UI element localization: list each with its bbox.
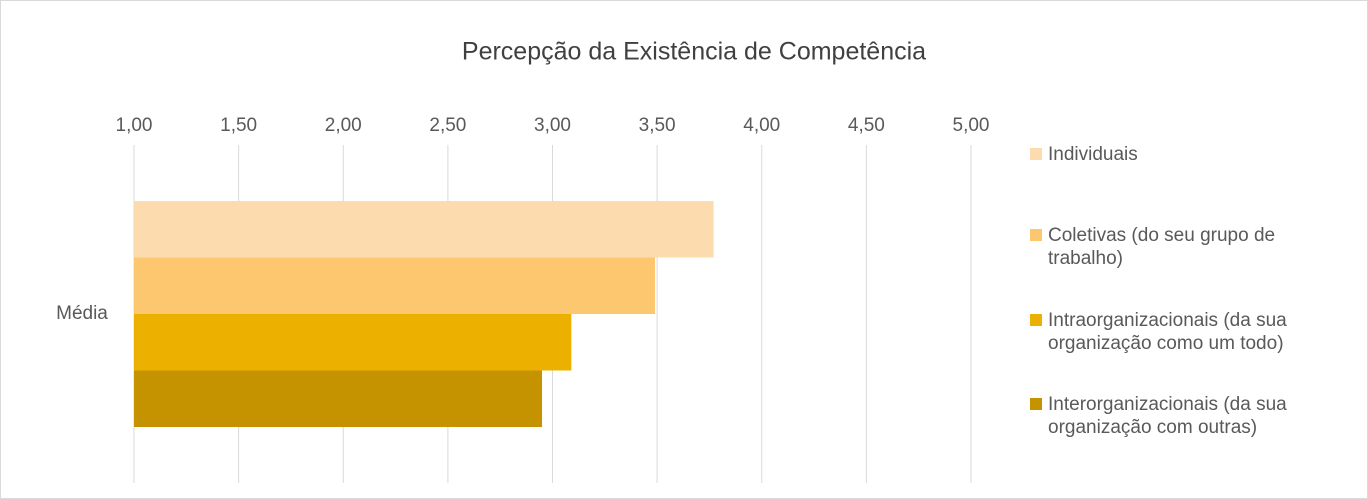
chart-title: Percepção da Existência de Competência [462,38,926,66]
legend-item: Individuais [1030,143,1348,166]
legend-label: Coletivas (do seu grupo de trabalho) [1048,225,1276,269]
bar [134,314,572,371]
bar [134,370,543,427]
legend-item: Interorganizacionais (da sua organização… [1030,393,1348,439]
legend-swatch [1030,229,1042,241]
legend-label: Intraorganizacionais (da sua organização… [1048,310,1287,354]
x-tick-label: 3,00 [534,115,571,136]
legend-swatch [1030,148,1042,160]
legend-label: Individuais [1048,144,1138,165]
x-tick-label: 2,50 [429,115,466,136]
x-tick-label: 4,00 [743,115,780,136]
legend-swatch [1030,314,1042,326]
legend-swatch [1030,398,1042,410]
bar [134,201,714,258]
x-tick-label: 1,00 [116,115,153,136]
x-tick-label: 4,50 [848,115,885,136]
legend-item: Intraorganizacionais (da sua organização… [1030,309,1348,355]
legend-label: Interorganizacionais (da sua organização… [1048,394,1287,438]
legend-item: Coletivas (do seu grupo de trabalho) [1030,224,1348,270]
bar [134,257,656,314]
x-tick-label: 3,50 [639,115,676,136]
x-tick-label: 5,00 [953,115,990,136]
x-tick-label: 1,50 [220,115,257,136]
x-tick-label: 2,00 [325,115,362,136]
y-tick-label: Média [56,303,108,324]
